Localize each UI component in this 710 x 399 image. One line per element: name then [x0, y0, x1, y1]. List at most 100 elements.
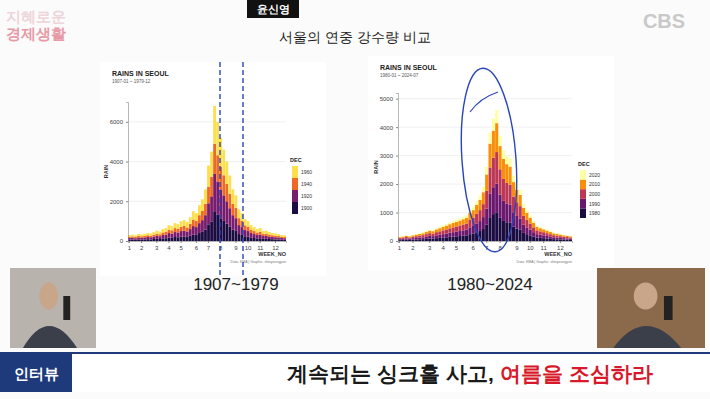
bar: [198, 233, 201, 241]
tick: 4: [167, 241, 171, 251]
bar: [140, 234, 143, 236]
bar: [161, 235, 164, 238]
bar: [225, 162, 228, 184]
bar: [171, 230, 174, 233]
bar: [265, 234, 268, 236]
bar: [522, 204, 525, 208]
tick-mark: [156, 241, 157, 243]
bar: [452, 223, 455, 227]
bar: [482, 192, 485, 204]
bar: [468, 220, 471, 228]
bar: [143, 234, 146, 236]
bar: [539, 238, 542, 241]
bar: [452, 232, 455, 236]
bar: [180, 231, 183, 237]
bar: [134, 235, 137, 237]
axis-line: [396, 94, 399, 242]
bar: [401, 240, 404, 241]
bar: [253, 234, 256, 238]
bar: [411, 237, 414, 238]
tick-mark: [530, 241, 531, 243]
bar: [155, 239, 158, 241]
bar: [405, 238, 408, 239]
legend-swatch: [580, 180, 586, 190]
video-frame: [10, 268, 96, 348]
y-axis-title: RAIN: [373, 160, 379, 173]
bar: [499, 195, 502, 218]
bar: [488, 167, 491, 193]
tick-label: 9: [515, 245, 519, 251]
bar: [231, 230, 234, 241]
chart: 010002000300040005000123456789101112RAIN…: [368, 56, 614, 270]
series: [128, 106, 286, 237]
bar: [522, 233, 525, 241]
bar: [401, 238, 404, 240]
bar: [283, 240, 286, 241]
legend: DEC1900192019401960: [290, 157, 312, 214]
bar: [168, 225, 171, 230]
bar: [219, 218, 222, 241]
tick-mark: [126, 241, 128, 242]
bar: [519, 206, 522, 218]
bar: [180, 221, 183, 227]
bar: [556, 236, 559, 238]
bar: [539, 235, 542, 238]
bar: [140, 240, 143, 241]
bar: [512, 176, 515, 183]
legend-swatch: [292, 190, 298, 202]
bar: [415, 239, 418, 241]
tick: 0: [120, 238, 128, 244]
bar: [545, 233, 548, 236]
y-axis-title: RAIN: [103, 165, 109, 178]
bar: [213, 106, 216, 144]
tick-label: 3000: [380, 153, 394, 159]
bar: [535, 225, 538, 227]
bar: [442, 227, 445, 230]
bar: [411, 235, 414, 236]
show-logo-text: 지혜로운: [6, 8, 66, 25]
tick-mark: [396, 156, 398, 157]
bar: [478, 200, 481, 210]
tick: 6000: [110, 119, 128, 125]
bar: [488, 193, 491, 217]
bar: [532, 232, 535, 236]
bar: [485, 167, 488, 174]
bar: [495, 212, 498, 241]
tick: 11: [541, 241, 548, 251]
bar: [509, 205, 512, 223]
tick-mark: [196, 241, 197, 243]
tick-mark: [486, 241, 487, 243]
source-note: Data: KMA | Graphic: shinyoungyun: [517, 260, 572, 264]
screen: 지혜로운경제생활윤신영CBS서울의 연중 강수량 비교0200040006000…: [0, 0, 710, 399]
bar: [259, 235, 262, 239]
legend-label: 1960: [301, 169, 312, 175]
bar: [425, 239, 428, 241]
tick: 10: [245, 241, 252, 251]
video-inset: [597, 268, 705, 348]
bar: [274, 237, 277, 239]
bar: [268, 232, 271, 235]
bar: [418, 236, 421, 238]
bar: [539, 227, 542, 228]
series: [128, 173, 286, 239]
bar: [411, 240, 414, 241]
chart-title: RAINS IN SEOUL: [380, 64, 438, 71]
tick-label: 4: [167, 245, 171, 251]
bar: [432, 234, 435, 237]
tick-mark: [429, 241, 430, 243]
bar: [149, 233, 152, 235]
bar: [280, 240, 283, 241]
bar: [525, 234, 528, 241]
tick-mark: [181, 241, 182, 243]
bar: [529, 230, 532, 236]
bar: [465, 218, 468, 224]
legend-label: 2020: [589, 172, 600, 178]
bar: [238, 218, 241, 225]
bar: [134, 237, 137, 238]
bar: [488, 217, 491, 241]
bar: [265, 236, 268, 239]
tick-label: 5000: [380, 96, 394, 102]
bar: [421, 232, 424, 234]
bar: [210, 177, 213, 197]
person-body: [613, 326, 681, 348]
